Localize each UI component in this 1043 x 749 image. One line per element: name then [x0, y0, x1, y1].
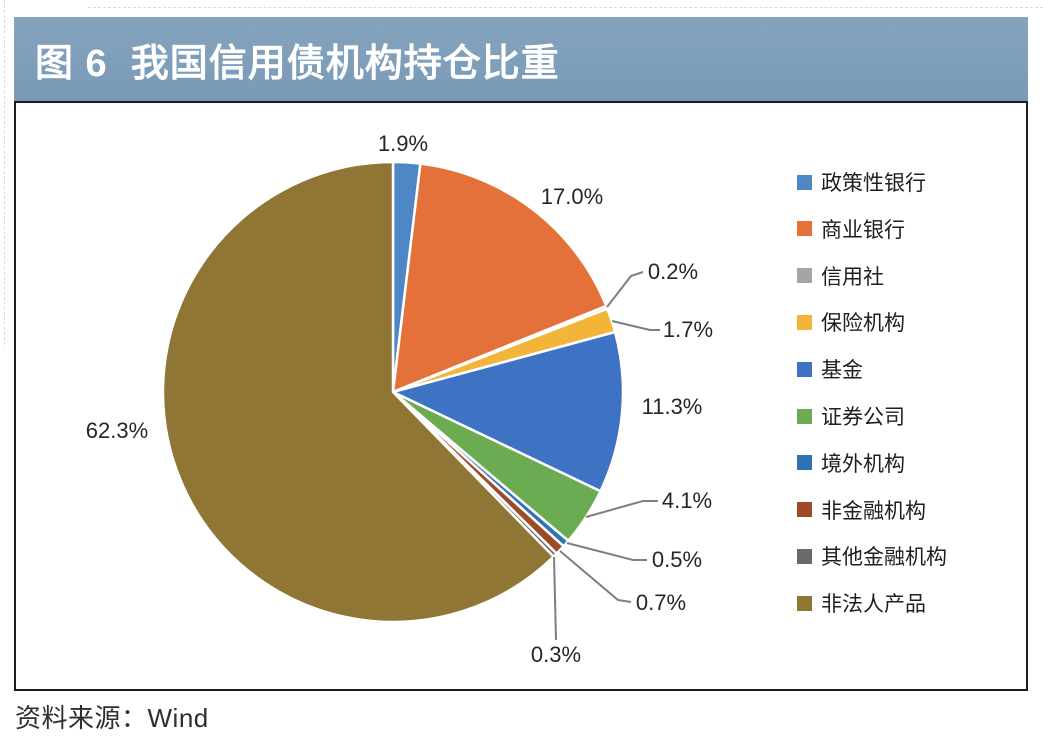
figure-title: 图 6 我国信用债机构持仓比重 [35, 42, 560, 85]
legend-color-swatch-3 [797, 314, 812, 330]
legend-color-swatch-7 [797, 502, 812, 518]
legend-label-6: 境外机构 [821, 452, 905, 476]
pie-data-label-5: 4.1% [661, 488, 713, 513]
legend-label-0: 政策性银行 [821, 172, 926, 195]
pie-data-label-7: 0.7% [635, 590, 687, 615]
legend-color-swatch-1 [797, 221, 812, 237]
pie-slice-4 [391, 330, 625, 493]
pie-data-label-9: 62.3% [85, 418, 149, 443]
legend-label-8: 其他金融机构 [821, 546, 947, 570]
legend-label-3: 保险机构 [821, 312, 905, 336]
legend-item-9: 非法人产品 [797, 588, 926, 618]
source-note: 资料来源：Wind [15, 703, 209, 733]
pie-data-label-1: 17.0% [540, 184, 604, 209]
legend-label-1: 商业银行 [821, 218, 905, 242]
legend-item-6: 境外机构 [797, 448, 905, 478]
pie-data-label-6: 0.5% [651, 547, 703, 572]
pie-data-label-4: 11.3% [641, 394, 703, 419]
legend-color-swatch-0 [797, 174, 812, 190]
pie-slice-1 [391, 162, 608, 394]
leader-line-3 [611, 320, 660, 331]
legend-label-5: 证券公司 [821, 406, 905, 429]
leader-line-7 [559, 550, 632, 603]
leader-line-6 [566, 542, 647, 561]
legend-item-4: 基金 [797, 354, 863, 384]
pie-data-label-2: 0.2% [647, 259, 699, 284]
legend-item-7: 非金融机构 [797, 495, 926, 525]
faint-ruled-line-left [4, 0, 5, 345]
legend-label-9: 非法人产品 [821, 593, 926, 617]
faint-ruled-line-top [88, 7, 1043, 8]
legend-item-8: 其他金融机构 [797, 541, 947, 571]
legend-item-5: 证券公司 [797, 401, 905, 431]
legend-color-swatch-9 [797, 595, 812, 611]
legend-color-swatch-5 [797, 408, 812, 424]
pie-data-label-0: 1.9% [377, 131, 429, 156]
legend-color-swatch-6 [797, 455, 812, 471]
figure-title-bar: 图 6 我国信用债机构持仓比重 [14, 17, 1028, 101]
pie-data-label-3: 1.7% [662, 317, 714, 342]
legend-label-7: 非金融机构 [821, 499, 926, 523]
pie-slice-9 [161, 160, 555, 624]
leader-line-5 [585, 500, 658, 518]
pie-data-label-8: 0.3% [530, 642, 582, 667]
leader-line-2 [606, 271, 644, 308]
legend-label-4: 基金 [821, 359, 863, 383]
leader-line-8 [553, 556, 557, 641]
legend-label-2: 信用社 [821, 265, 884, 289]
legend-item-1: 商业银行 [797, 214, 905, 244]
legend-item-0: 政策性银行 [797, 167, 926, 197]
legend-color-swatch-2 [797, 268, 812, 284]
legend-item-3: 保险机构 [797, 307, 905, 337]
legend-color-swatch-4 [797, 361, 812, 377]
legend-color-swatch-8 [797, 548, 812, 564]
legend-item-2: 信用社 [797, 261, 884, 291]
